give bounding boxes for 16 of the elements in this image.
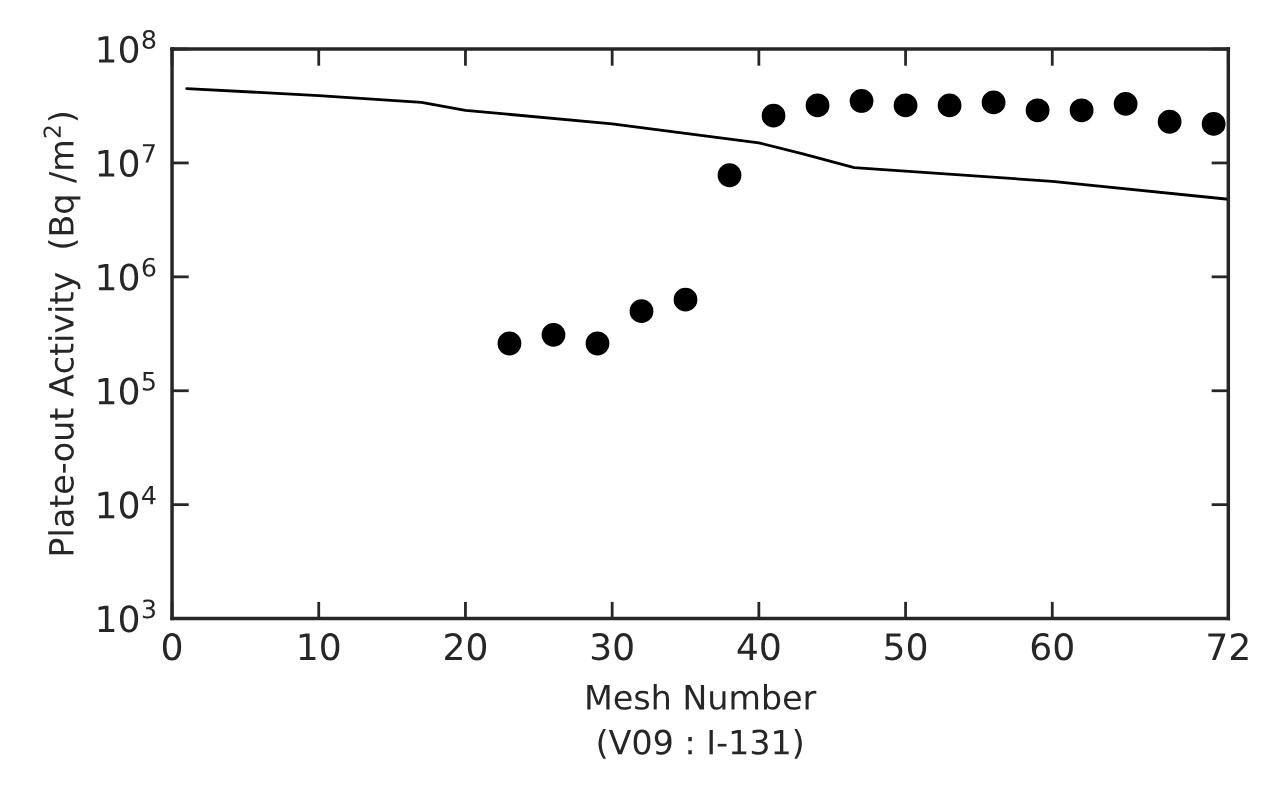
y-tick-label: 10$^{8}$	[98, 29, 156, 63]
x-tick-label: 60	[1031, 633, 1073, 661]
y-tick-label: 10$^{3}$	[98, 599, 155, 633]
y-tick-label: 10$^{7}$	[98, 144, 155, 177]
x-tick-label: 72	[1208, 633, 1248, 660]
y-axis-title: Plate-out Activity (Bq /m$^{2}$)	[43, 113, 81, 555]
y-tick-label: 10$^{5}$	[98, 371, 155, 405]
x-tick-label: 30	[591, 633, 633, 661]
y-tick-label: 10$^{6}$	[98, 257, 156, 291]
x-tick-label: 40	[737, 633, 780, 661]
y-tick-label: 10$^{4}$	[98, 485, 156, 519]
x-tick-label: 0	[162, 633, 182, 661]
x-tick-label: 20	[445, 633, 487, 661]
x-tick-label: 50	[885, 633, 927, 661]
x-tick-label: 10	[299, 633, 340, 661]
x-axis-title: Mesh Number (V09 : I-131)	[587, 684, 817, 759]
